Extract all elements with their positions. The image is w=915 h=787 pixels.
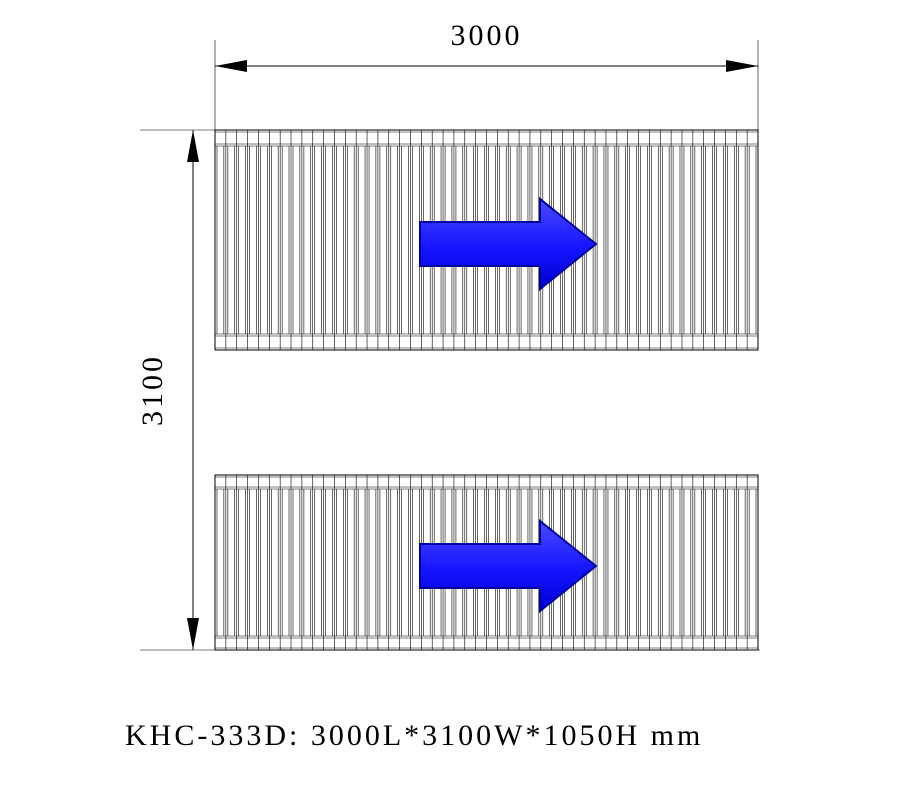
conveyor-bottom xyxy=(215,475,758,650)
drawing-caption: KHC-333D: 3000L*3100W*1050H mm xyxy=(125,719,703,752)
dimension-height-value: 3100 xyxy=(136,354,169,426)
dimension-width-value: 3000 xyxy=(451,19,523,52)
technical-drawing: 3000 3100 KHC-333D: 3000L*3100W*1050H mm xyxy=(0,0,915,787)
conveyor-top xyxy=(215,130,758,350)
dimension-width: 3000 xyxy=(215,19,758,130)
